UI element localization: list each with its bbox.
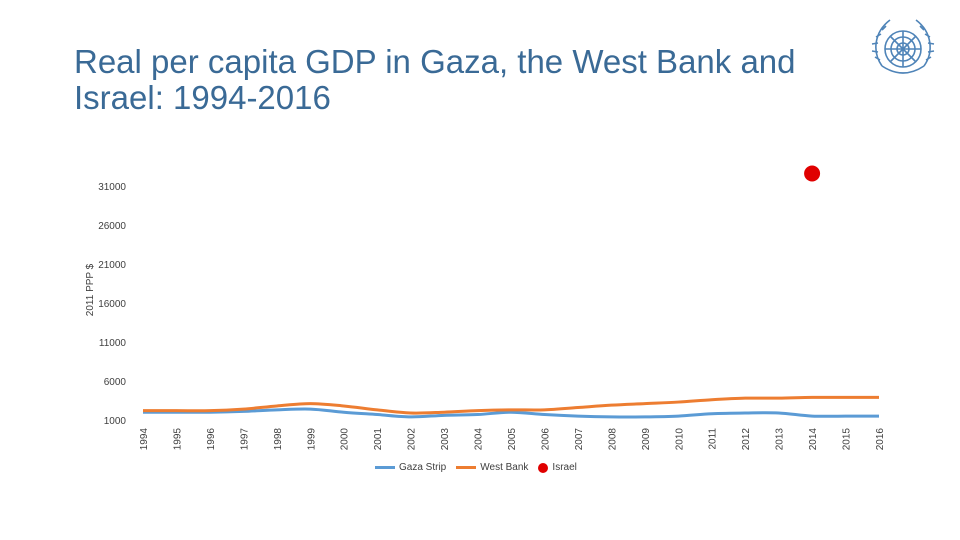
- un-emblem-icon: [871, 19, 935, 74]
- x-tick-label: 2006: [540, 428, 551, 451]
- slide-title: Real per capita GDP in Gaza, the West Ba…: [74, 44, 874, 116]
- chart-legend: Gaza Strip West Bank Israel: [0, 462, 960, 478]
- x-tick-label: 2010: [674, 428, 685, 451]
- legend-label-israel: Israel: [552, 462, 577, 473]
- x-tick-label: 1994: [139, 428, 150, 451]
- x-axis: 1994 1995 1996 1997 1998 1999 2000 2001 2002 2003…: [139, 428, 886, 451]
- y-axis-label: 2011 PPP $: [85, 263, 96, 316]
- x-tick-label: 2003: [440, 428, 451, 451]
- y-tick-label: 11000: [99, 338, 127, 349]
- x-tick-label: 2005: [507, 428, 518, 451]
- legend-swatch-westbank: [456, 466, 477, 469]
- series-line-gaza-strip: [143, 407, 879, 419]
- legend-label-westbank: West Bank: [480, 462, 529, 473]
- x-tick-label: 1997: [239, 428, 250, 451]
- data-point-israel: [804, 165, 821, 182]
- x-tick-label: 1999: [306, 428, 317, 451]
- y-tick-label: 31000: [98, 182, 126, 193]
- x-tick-label: 2014: [808, 428, 819, 451]
- x-tick-label: 2000: [340, 428, 351, 451]
- x-tick-label: 2012: [741, 428, 752, 451]
- y-axis: 1000 6000 11000 16000 21000 26000 31000: [98, 182, 126, 427]
- legend-item-westbank: West Bank: [456, 462, 528, 473]
- legend-swatch-gaza: [375, 466, 395, 469]
- x-tick-label: 2011: [708, 428, 719, 450]
- x-tick-label: 2016: [875, 428, 886, 451]
- y-tick-label: 1000: [104, 416, 127, 427]
- x-tick-label: 1998: [273, 428, 284, 451]
- x-tick-label: 2008: [607, 428, 618, 451]
- y-tick-label: 6000: [104, 377, 127, 388]
- x-tick-label: 1996: [206, 428, 217, 451]
- slide-title-line-2: Israel: 1994-2016: [74, 79, 331, 116]
- series-points: [804, 165, 821, 182]
- y-tick-label: 16000: [98, 299, 126, 310]
- legend-label-gaza: Gaza Strip: [399, 462, 447, 473]
- y-tick-label: 21000: [98, 260, 126, 271]
- x-tick-label: 2009: [641, 428, 652, 451]
- y-tick-label: 26000: [98, 221, 126, 232]
- x-tick-label: 2007: [574, 428, 585, 451]
- legend-swatch-israel: [538, 462, 549, 473]
- gdp-line-chart: 1000 6000 11000 16000 21000 26000 31000 2011 P…: [85, 165, 886, 451]
- x-tick-label: 2001: [373, 428, 384, 451]
- legend-item-gaza: Gaza Strip: [375, 462, 446, 473]
- x-tick-label: 2002: [407, 428, 418, 451]
- x-tick-label: 1995: [172, 428, 183, 451]
- x-tick-label: 2015: [842, 428, 853, 451]
- legend-item-israel: Israel: [538, 462, 577, 473]
- x-tick-label: 2013: [775, 428, 786, 451]
- series-line-west-bank: [143, 395, 879, 415]
- x-tick-label: 2004: [474, 428, 485, 451]
- slide-title-line-1: Real per capita GDP in Gaza, the West Ba…: [74, 43, 796, 80]
- series-lines: [143, 395, 879, 419]
